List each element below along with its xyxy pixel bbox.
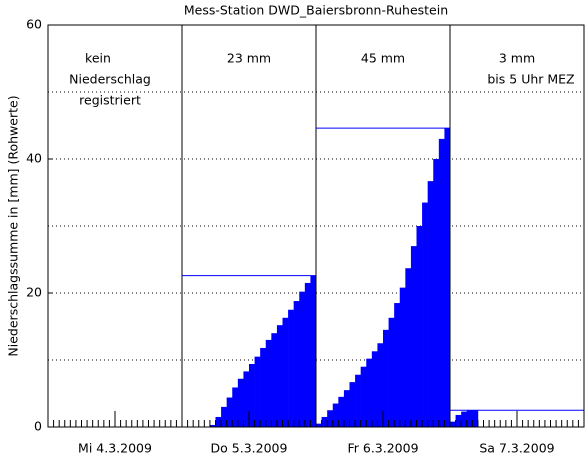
bar (394, 303, 401, 427)
bar (472, 410, 479, 427)
bar (388, 317, 395, 427)
bar (254, 356, 261, 427)
y-tick-label: 60 (26, 17, 42, 32)
bar (282, 317, 289, 427)
bar (416, 226, 423, 427)
bar (276, 325, 283, 427)
bar (249, 364, 255, 427)
x-tick-label: Sa 7.3.2009 (479, 441, 554, 456)
bar (461, 411, 468, 427)
bar (371, 351, 378, 427)
bar (405, 268, 412, 427)
bar (343, 390, 350, 427)
annotation: Niederschlag (69, 72, 151, 87)
y-axis-label: Niederschlagssumme in [mm] (Rohwerte) (6, 95, 21, 356)
bar (321, 416, 328, 427)
bar (226, 397, 233, 427)
bar (366, 358, 373, 427)
bar (349, 382, 356, 427)
plot-frame (47, 24, 585, 428)
x-tick-label: Do 5.3.2009 (211, 441, 288, 456)
bar (422, 202, 428, 427)
bar (332, 403, 339, 427)
bar (299, 291, 306, 427)
bar (438, 138, 445, 427)
bar (466, 410, 473, 427)
bar (399, 287, 406, 427)
bar (304, 282, 311, 427)
annotation: 3 mm (499, 51, 535, 66)
annotation: registriert (79, 93, 141, 108)
bar (232, 387, 239, 427)
bar (237, 378, 244, 427)
bar (410, 246, 417, 427)
bar (427, 181, 434, 427)
bar (293, 301, 300, 427)
y-tick-label: 40 (26, 151, 42, 166)
bar (209, 424, 216, 427)
bar (310, 275, 317, 427)
bar (265, 339, 272, 427)
bar (243, 371, 250, 427)
bar (338, 396, 345, 427)
x-tick-label: Mi 4.3.2009 (78, 441, 152, 456)
chart-title: Mess-Station DWD_Baiersbronn-Ruhestein (184, 3, 448, 18)
bar (260, 347, 267, 427)
bar (444, 128, 451, 427)
y-tick-label: 0 (34, 419, 42, 434)
bar (377, 343, 384, 427)
bar (433, 159, 440, 427)
bar (215, 416, 222, 427)
bar (221, 406, 227, 427)
x-tick-label: Fr 6.3.2009 (347, 441, 418, 456)
bar (316, 423, 322, 427)
bar (360, 366, 367, 427)
bar (455, 414, 462, 427)
annotation: 23 mm (227, 51, 271, 66)
annotation: bis 5 Uhr MEZ (487, 72, 574, 87)
bar (327, 410, 334, 427)
bar (288, 309, 294, 427)
annotation: 45 mm (361, 51, 405, 66)
bar (271, 333, 278, 427)
y-tick-label: 20 (26, 285, 42, 300)
bar (450, 421, 456, 427)
annotation: kein (85, 51, 111, 66)
bar (355, 374, 361, 427)
bar (383, 329, 389, 427)
